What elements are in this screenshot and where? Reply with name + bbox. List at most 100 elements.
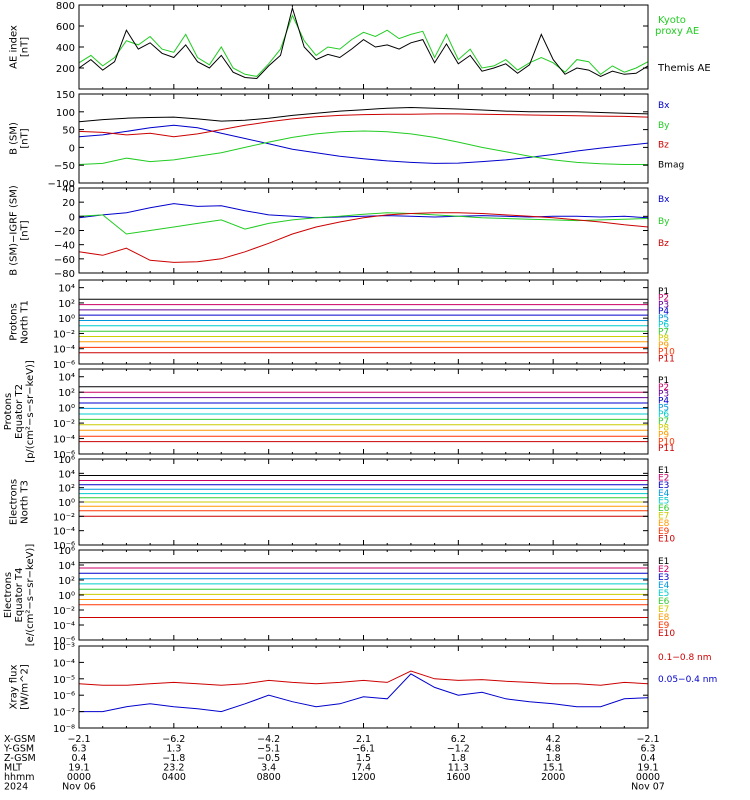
y-tick-label: 10⁻⁴	[53, 435, 75, 446]
legend-label: proxy AE	[655, 26, 699, 37]
series-line-ae-index-1	[78, 6, 649, 80]
legend-label: P10	[658, 348, 675, 358]
legend-label: 0.05−0.4 nm	[658, 675, 717, 685]
y-tick-label: 10⁰	[58, 591, 75, 602]
x-axis-annotation-table: X-GSMY-GSMZ-GSMMLThhmm2024−2.16.30.419.1…	[3, 734, 665, 793]
series-line-b-sm-3	[78, 106, 649, 123]
y-tick-label: 10²	[58, 388, 75, 399]
y-tick-label: 400	[56, 43, 75, 54]
y-tick-label: 10⁻³	[53, 642, 75, 653]
x-axis-value: 0400	[162, 772, 186, 783]
y-tick-label: 10⁶	[58, 546, 75, 557]
y-tick-label: 10⁻⁶	[53, 541, 75, 552]
x-axis-row-label: Z-GSM	[4, 753, 36, 764]
legend-label: Bx	[658, 101, 670, 111]
panel-electrons-equator: 10⁻⁶ 10⁻⁴ 10⁻² 10⁰ 10² 10⁴ 10⁶ Electrons Equator…	[3, 544, 675, 647]
y-tick-label: 10⁰	[58, 314, 75, 325]
x-axis-value: 6.3	[640, 744, 655, 755]
legend-label: E5	[658, 589, 669, 599]
legend-label: E3	[658, 573, 669, 583]
x-axis-value: Nov 07	[631, 782, 665, 793]
y-tick-label: 10⁴	[58, 561, 75, 572]
y-tick-label: 10⁶	[58, 455, 75, 466]
x-axis-row-label: X-GSM	[4, 734, 35, 745]
x-axis-value: 4.8	[546, 744, 561, 755]
y-axis-label: AE index	[9, 25, 20, 69]
x-axis-value: 1.5	[356, 753, 371, 764]
legend-label: By	[658, 121, 670, 131]
legend-label: E7	[658, 512, 669, 522]
x-axis-value: 1.3	[166, 744, 181, 755]
y-tick-label: 10⁰	[58, 404, 75, 415]
y-tick-label: 0	[69, 143, 75, 154]
x-axis-value: 1200	[351, 772, 375, 783]
legend-label: Kyoto	[658, 15, 686, 26]
panel-frame	[78, 187, 649, 274]
y-tick-label: 10⁻⁶	[53, 360, 75, 371]
y-tick-label: 10⁴	[58, 469, 75, 480]
x-axis-value: Nov 06	[62, 782, 96, 793]
legend-label: E1	[658, 466, 669, 476]
y-axis-label: Xray flux	[9, 665, 20, 710]
y-axis-label: [nT]	[20, 128, 31, 148]
y-tick-label: −50	[54, 161, 75, 172]
panel-b-sm: −100 −50 0 50 100 150 B (SM) [nT] Bx By Bz Bmag	[9, 90, 685, 190]
y-tick-label: 40	[62, 184, 75, 195]
series-line-xray-flux-1	[79, 673, 649, 713]
y-tick-label: 10⁻⁶	[53, 636, 75, 647]
y-tick-label: 800	[56, 1, 75, 12]
legend-label: P3	[658, 390, 669, 400]
legend-label: 0.1−0.8 nm	[658, 653, 712, 663]
y-tick-label: 100	[56, 108, 75, 119]
x-axis-value: −4.2	[257, 734, 280, 745]
series-line-b-minus-igrf-0	[78, 203, 649, 219]
series-line-b-minus-igrf-2	[78, 212, 649, 263]
y-axis-label: [W/m^2]	[20, 664, 31, 710]
x-axis-row-label: 2024	[4, 782, 28, 793]
y-tick-label: −100	[48, 179, 75, 190]
x-axis-value: 0.4	[640, 753, 655, 764]
x-axis-value: −6.1	[352, 744, 375, 755]
x-axis-value: −5.1	[257, 744, 280, 755]
y-axis-label: Protons	[3, 393, 14, 430]
legend-label: E9	[658, 621, 670, 631]
y-axis-label: [e/(cm²−s−sr−keV)]	[25, 544, 36, 647]
legend-label: P1	[658, 376, 669, 386]
x-axis-value: 6.2	[451, 734, 466, 745]
y-tick-label: 150	[56, 90, 75, 101]
y-axis-label: Electrons	[3, 572, 14, 618]
x-axis-value: 1600	[446, 772, 470, 783]
legend-label: P10	[658, 437, 675, 447]
x-axis-value: 0000	[67, 772, 91, 783]
legend-label: P9	[658, 341, 669, 351]
x-axis-value: 2.1	[356, 734, 371, 745]
panel-xray-flux: 10⁻⁸ 10⁻⁷ 10⁻⁶ 10⁻⁵ 10⁻⁴ 10⁻³ Xray flux [W/m^2]…	[9, 642, 718, 735]
x-axis-value: 19.1	[68, 763, 89, 774]
y-tick-label: 10⁻⁴	[53, 621, 75, 632]
panel-protons-north: 10⁻⁶ 10⁻⁴ 10⁻² 10⁰ 10² 10⁴ Protons North T1 P1P2…	[9, 279, 675, 371]
y-tick-label: 10⁻⁸	[53, 724, 75, 735]
y-tick-label: 10⁻²	[53, 329, 75, 340]
legend-label: P6	[658, 321, 669, 331]
y-tick-label: 10⁴	[58, 284, 75, 295]
y-tick-label: 0	[69, 212, 75, 223]
legend-label: P8	[658, 424, 669, 434]
x-axis-value: 19.1	[637, 763, 658, 774]
x-axis-value: 7.4	[356, 763, 371, 774]
y-tick-label: 10⁻⁴	[53, 658, 75, 669]
x-axis-value: 0.4	[71, 753, 86, 764]
y-axis-label: Equator T4	[14, 568, 25, 623]
legend-label: Bz	[658, 141, 669, 151]
y-axis-label: [nT]	[20, 37, 31, 57]
y-tick-label: 200	[56, 64, 75, 75]
legend-label: E10	[658, 629, 675, 639]
panel-electrons-north: 10⁻⁶ 10⁻⁴ 10⁻² 10⁰ 10² 10⁴ 10⁶ Electrons North T…	[9, 455, 676, 552]
legend-label: P4	[658, 307, 669, 317]
legend-label: P1	[658, 287, 669, 297]
y-tick-label: 10²	[58, 299, 75, 310]
legend-label: P5	[658, 403, 669, 413]
legend-label: P4	[658, 396, 669, 406]
y-tick-label: 10⁻⁶	[53, 450, 75, 461]
legend-label: E4	[658, 489, 670, 499]
y-axis-label: [p/(cm²−s−sr−keV)]	[25, 360, 36, 463]
